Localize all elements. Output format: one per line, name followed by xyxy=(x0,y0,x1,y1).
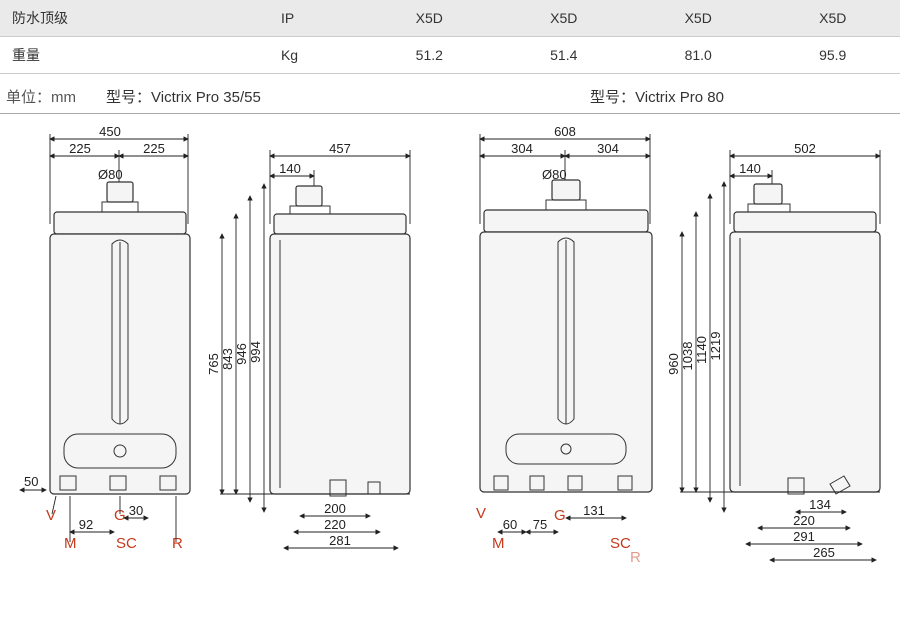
svg-text:265: 265 xyxy=(813,545,835,560)
svg-text:M: M xyxy=(492,535,505,552)
row-val: 81.0 xyxy=(631,37,765,74)
row-label: 防水顶级 xyxy=(0,0,269,37)
dim-top-half-l: 225 xyxy=(69,141,91,156)
svg-text:765: 765 xyxy=(206,353,221,375)
table-row: 重量 Kg 51.2 51.4 81.0 95.9 xyxy=(0,37,900,74)
side-80-view: 502 140 960 1038 1140 1219 134 xyxy=(666,141,880,560)
svg-text:75: 75 xyxy=(533,517,547,532)
boiler-diagrams: 450 225 225 Ø80 50 V M xyxy=(0,124,900,624)
svg-text:843: 843 xyxy=(220,348,235,370)
row-val: 51.2 xyxy=(362,37,496,74)
unit-model-row: 单位：mm 型号：Victrix Pro 35/55 型号：Victrix Pr… xyxy=(0,74,900,113)
dim-140: 140 xyxy=(279,161,301,176)
model-right: 型号：Victrix Pro 80 xyxy=(590,86,724,107)
svg-text:200: 200 xyxy=(324,501,346,516)
front-35-view: 450 225 225 Ø80 50 V M xyxy=(20,124,190,552)
row-label: 重量 xyxy=(0,37,269,74)
svg-text:220: 220 xyxy=(793,513,815,528)
table-row: 防水顶级 IP X5D X5D X5D X5D xyxy=(0,0,900,37)
svg-text:994: 994 xyxy=(248,341,263,363)
row-val: 95.9 xyxy=(765,37,900,74)
drawings-area: 450 225 225 Ø80 50 V M xyxy=(0,124,900,624)
svg-text:304: 304 xyxy=(597,141,619,156)
dim-457: 457 xyxy=(329,141,351,156)
svg-text:140: 140 xyxy=(739,161,761,176)
side-35-view: 457 140 765 843 946 994 xyxy=(206,141,410,548)
svg-text:1038: 1038 xyxy=(680,342,695,371)
svg-text:281: 281 xyxy=(329,533,351,548)
svg-text:946: 946 xyxy=(234,343,249,365)
flue-dia: Ø80 xyxy=(98,167,123,182)
svg-text:60: 60 xyxy=(503,517,517,532)
model-left: 型号：Victrix Pro 35/55 xyxy=(106,86,261,107)
row-unit: Kg xyxy=(269,37,362,74)
row-val: X5D xyxy=(497,0,631,37)
row-unit: IP xyxy=(269,0,362,37)
row-val: X5D xyxy=(631,0,765,37)
svg-text:G: G xyxy=(554,507,566,524)
dim-92: 92 xyxy=(79,517,93,532)
unit-label: 单位：mm xyxy=(6,86,76,107)
dim-top-half-r: 225 xyxy=(143,141,165,156)
svg-text:291: 291 xyxy=(793,529,815,544)
svg-text:1140: 1140 xyxy=(694,336,709,364)
svg-text:960: 960 xyxy=(666,353,681,375)
port-sc: SC xyxy=(116,535,137,552)
heights-35: 765 843 946 994 xyxy=(206,184,264,512)
svg-text:V: V xyxy=(476,505,486,522)
dim-bottom-50: 50 xyxy=(24,474,38,489)
separator xyxy=(0,113,900,114)
svg-text:220: 220 xyxy=(324,517,346,532)
dim-30: 30 xyxy=(129,503,143,518)
svg-text:1219: 1219 xyxy=(708,332,723,361)
dim-top-total: 450 xyxy=(99,124,121,139)
row-val: 51.4 xyxy=(497,37,631,74)
front-80-view: 608 304 304 Ø80 V M G SC R 60 75 xyxy=(476,124,652,566)
row-val: X5D xyxy=(362,0,496,37)
svg-text:SC: SC xyxy=(610,535,631,552)
svg-text:608: 608 xyxy=(554,124,576,139)
row-val: X5D xyxy=(765,0,900,37)
svg-text:R: R xyxy=(630,549,641,566)
svg-text:502: 502 xyxy=(794,141,816,156)
svg-text:304: 304 xyxy=(511,141,533,156)
svg-text:134: 134 xyxy=(809,497,831,512)
port-r: R xyxy=(172,535,183,552)
heights-80: 960 1038 1140 1219 xyxy=(666,182,724,512)
svg-text:131: 131 xyxy=(583,503,605,518)
port-v: V xyxy=(46,507,56,524)
spec-table: 防水顶级 IP X5D X5D X5D X5D 重量 Kg 51.2 51.4 … xyxy=(0,0,900,74)
